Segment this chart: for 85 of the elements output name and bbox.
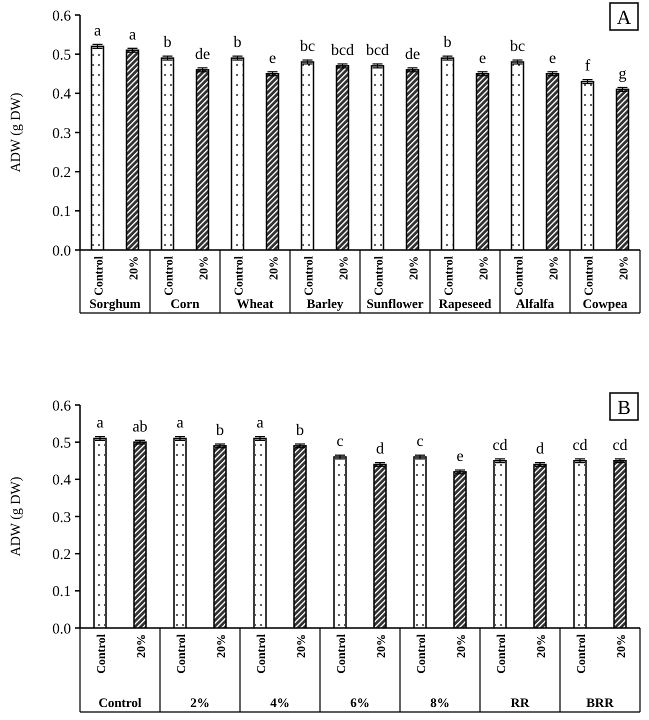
y-tick-label: 0.6 <box>52 8 72 24</box>
text: 20% <box>454 634 468 658</box>
data-label: e <box>478 50 486 67</box>
data-label: b <box>216 422 224 440</box>
text: Control <box>254 634 268 674</box>
x-tick-label: Wheat <box>236 296 274 311</box>
x-tick-label: Control <box>98 695 142 710</box>
y-tick-label: 0.0 <box>52 621 71 638</box>
y-tick-label: 0.4 <box>52 472 72 489</box>
x-tick-label: BRR <box>586 695 614 710</box>
data-label: b <box>164 34 172 52</box>
data-label: b <box>444 34 452 52</box>
data-label: a <box>256 414 264 432</box>
text: Control <box>174 634 188 674</box>
data-label: bcd <box>366 42 390 59</box>
y-tick-label: 0.1 <box>52 584 71 600</box>
y-axis-title: ADW (g DW) <box>9 476 24 556</box>
text: 20% <box>134 634 148 658</box>
data-label: de <box>194 46 210 63</box>
chart-title: B <box>617 397 631 419</box>
y-tick-label: 0.2 <box>52 546 71 563</box>
x-tick-label: Sorghum <box>89 296 141 311</box>
data-label: d <box>376 440 384 458</box>
data-label: b <box>296 422 304 440</box>
text: Control <box>334 634 348 674</box>
data-label: e <box>548 50 556 67</box>
data-label: a <box>96 414 104 432</box>
text: 20% <box>614 634 628 658</box>
text: 20% <box>214 634 228 658</box>
x-tick-label: 6% <box>350 695 370 710</box>
text: 20% <box>336 256 350 280</box>
text: 20% <box>266 256 280 280</box>
chart-title: A <box>616 7 632 29</box>
data-label: e <box>268 50 276 67</box>
text: Control <box>94 633 108 674</box>
y-tick-label: 0.1 <box>52 204 71 220</box>
text: 20% <box>294 634 308 658</box>
text: 20% <box>196 256 210 280</box>
text: Control <box>494 634 508 674</box>
data-label: bcd <box>330 42 354 59</box>
data-label: a <box>176 414 184 432</box>
data-label: f <box>584 58 591 75</box>
x-tick-label: Alfalfa <box>516 296 555 311</box>
data-label: a <box>128 26 136 44</box>
text: 20% <box>534 634 548 658</box>
x-tick-label: 4% <box>270 695 290 710</box>
data-label: bc <box>300 38 316 56</box>
y-tick-label: 0.3 <box>52 126 71 142</box>
x-tick-label: 8% <box>430 695 450 710</box>
text: 20% <box>616 256 630 280</box>
text: Control <box>574 634 588 674</box>
y-tick-label: 0.5 <box>52 47 71 64</box>
data-label: b <box>234 34 242 52</box>
text: 20% <box>476 256 490 280</box>
y-tick-label: 0.2 <box>52 164 71 181</box>
data-label: cd <box>492 436 508 454</box>
y-tick-label: 0.4 <box>52 86 72 103</box>
text: Control <box>414 634 428 674</box>
text: 20% <box>546 256 560 280</box>
text: 20% <box>374 634 388 658</box>
y-axis-title: ADW (g DW) <box>9 92 24 172</box>
data-label: ab <box>132 418 148 436</box>
x-tick-label: Sunflower <box>366 296 424 311</box>
data-label: cd <box>572 436 588 454</box>
x-tick-label: RR <box>510 695 530 710</box>
data-label: c <box>336 433 344 450</box>
data-label: a <box>94 22 102 40</box>
x-tick-label: Corn <box>170 296 200 311</box>
text: 20% <box>406 256 420 280</box>
data-label: c <box>416 433 424 450</box>
x-tick-label: Barley <box>306 296 344 311</box>
data-label: d <box>536 440 544 458</box>
data-label: cd <box>612 436 628 454</box>
data-label: g <box>618 65 626 82</box>
y-tick-label: 0.0 <box>52 243 71 260</box>
y-tick-label: 0.3 <box>52 510 71 526</box>
x-tick-label: Cowpea <box>582 296 628 311</box>
y-tick-label: 0.5 <box>52 435 71 452</box>
text: 20% <box>126 256 140 280</box>
x-tick-label: Rapeseed <box>438 296 492 311</box>
y-tick-label: 0.6 <box>52 398 72 414</box>
data-label: bc <box>510 38 526 56</box>
data-label: e <box>456 448 464 466</box>
x-tick-label: 2% <box>190 695 210 710</box>
data-label: de <box>404 46 420 63</box>
